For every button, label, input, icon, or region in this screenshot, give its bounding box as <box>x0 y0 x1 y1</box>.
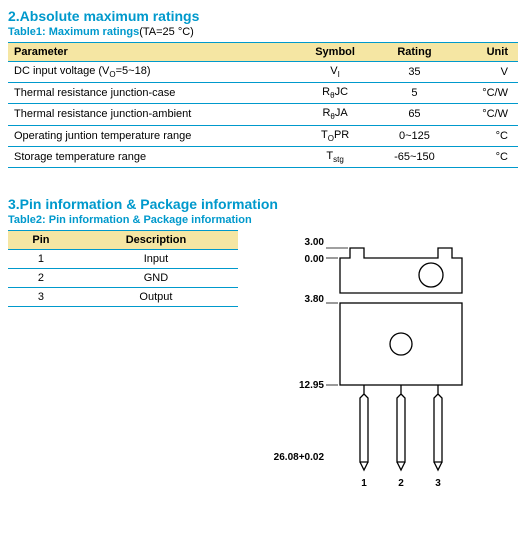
table-row: 1Input <box>8 249 238 268</box>
cell-param: Thermal resistance junction-case <box>8 83 296 104</box>
cell-desc: Input <box>74 249 238 268</box>
cell-symbol: Tstg <box>296 146 375 167</box>
th-pin: Pin <box>8 230 74 249</box>
table1: Parameter Symbol Rating Unit DC input vo… <box>8 42 518 168</box>
cell-pin: 1 <box>8 249 74 268</box>
cell-symbol: RθJA <box>296 104 375 125</box>
cell-pin: 2 <box>8 268 74 287</box>
table-row: Thermal resistance junction-caseRθJC5°C/… <box>8 83 518 104</box>
dim-4: 12.95 <box>299 380 324 391</box>
dim-3: 3.80 <box>305 294 325 305</box>
cell-desc: Output <box>74 287 238 306</box>
cell-symbol: TOPR <box>296 125 375 146</box>
cell-rating: 35 <box>374 62 454 83</box>
section-3-flex: Pin Description 1Input2GND3Output <box>8 230 518 490</box>
pkg-hole-center <box>390 333 412 355</box>
pin-num-2: 2 <box>398 478 404 489</box>
cell-symbol: RθJC <box>296 83 375 104</box>
dim-5: 26.08+0.02 <box>274 452 325 463</box>
section-2-title: 2.Absolute maximum ratings <box>8 8 518 24</box>
cell-rating: 5 <box>374 83 454 104</box>
table2: Pin Description 1Input2GND3Output <box>8 230 238 307</box>
cell-unit: °C <box>454 125 518 146</box>
cell-unit: V <box>454 62 518 83</box>
section-3-title: 3.Pin information & Package information <box>8 196 518 212</box>
table-row: DC input voltage (VO=5~18)VI35V <box>8 62 518 83</box>
table-row: Operating juntion temperature rangeTOPR0… <box>8 125 518 146</box>
pkg-tab <box>340 248 462 293</box>
table2-body: 1Input2GND3Output <box>8 249 238 306</box>
th-param: Parameter <box>8 43 296 62</box>
table-row: 2GND <box>8 268 238 287</box>
dim-1: 3.00 <box>305 237 325 248</box>
th-desc: Description <box>74 230 238 249</box>
table-row: Thermal resistance junction-ambientRθJA6… <box>8 104 518 125</box>
section-3: 3.Pin information & Package information … <box>8 196 518 490</box>
dim-2: 0.00 <box>305 254 325 265</box>
table1-header-row: Parameter Symbol Rating Unit <box>8 43 518 62</box>
cell-desc: GND <box>74 268 238 287</box>
pin-num-1: 1 <box>361 478 367 489</box>
table-row: 3Output <box>8 287 238 306</box>
pkg-hole-top <box>419 263 443 287</box>
cell-param: Storage temperature range <box>8 146 296 167</box>
pin-num-3: 3 <box>435 478 441 489</box>
table2-header-row: Pin Description <box>8 230 238 249</box>
cell-rating: 0~125 <box>374 125 454 146</box>
cell-unit: °C/W <box>454 104 518 125</box>
cell-param: Thermal resistance junction-ambient <box>8 104 296 125</box>
package-drawing: 3.00 0.00 3.80 12.95 26.08+0.02 1 2 3 <box>258 230 518 490</box>
table1-cond: (TA=25 °C) <box>139 26 194 38</box>
th-unit: Unit <box>454 43 518 62</box>
section-2: 2.Absolute maximum ratings Table1: Maxim… <box>8 8 518 168</box>
cell-unit: °C/W <box>454 83 518 104</box>
cell-rating: 65 <box>374 104 454 125</box>
table1-label-text: Table1: Maximum ratings <box>8 26 139 38</box>
table1-body: DC input voltage (VO=5~18)VI35VThermal r… <box>8 62 518 168</box>
pkg-body <box>340 303 462 385</box>
cell-param: DC input voltage (VO=5~18) <box>8 62 296 83</box>
cell-param: Operating juntion temperature range <box>8 125 296 146</box>
cell-pin: 3 <box>8 287 74 306</box>
th-rating: Rating <box>374 43 454 62</box>
table2-label: Table2: Pin information & Package inform… <box>8 214 518 226</box>
cell-rating: -65~150 <box>374 146 454 167</box>
table1-label: Table1: Maximum ratings(TA=25 °C) <box>8 26 518 38</box>
table-row: Storage temperature rangeTstg-65~150°C <box>8 146 518 167</box>
cell-symbol: VI <box>296 62 375 83</box>
pkg-leads <box>360 385 442 470</box>
package-svg: 3.00 0.00 3.80 12.95 26.08+0.02 1 2 3 <box>258 230 508 490</box>
th-symbol: Symbol <box>296 43 375 62</box>
cell-unit: °C <box>454 146 518 167</box>
